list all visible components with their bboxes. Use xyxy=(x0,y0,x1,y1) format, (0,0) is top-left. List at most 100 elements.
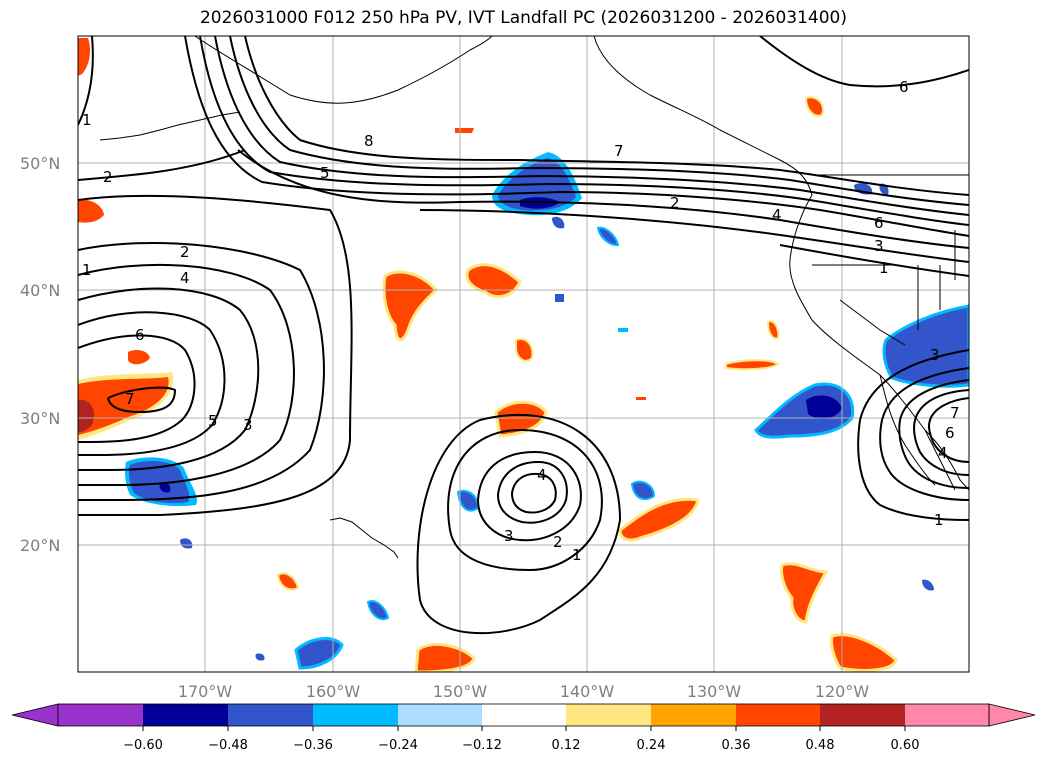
positive-anomaly-central2 xyxy=(465,263,522,299)
positive-anomaly-ne-small xyxy=(804,96,824,117)
negative-anomaly-south1 xyxy=(294,637,344,670)
north-contour-2 xyxy=(78,149,246,181)
positive-anomaly-small1 xyxy=(128,350,150,365)
colorbar-bin xyxy=(566,704,651,726)
colorbar-bin xyxy=(482,704,566,726)
positive-anomaly-central4 xyxy=(494,400,548,438)
positive-anomaly-central5 xyxy=(618,497,700,542)
colorbar-extend-high xyxy=(988,703,1036,727)
contour-label: 3 xyxy=(243,416,253,434)
positive-anomaly-east2 xyxy=(766,320,780,340)
positive-anomaly-small-dot xyxy=(455,128,474,133)
aleutian-islands xyxy=(99,111,241,141)
positive-anomaly-nw-corner xyxy=(78,38,90,76)
pc-shading xyxy=(78,38,969,672)
positive-anomaly-south1 xyxy=(414,643,476,672)
negative-anomaly-small2 xyxy=(596,226,620,247)
gridlines xyxy=(78,36,969,672)
contour-label: 8 xyxy=(364,132,374,150)
colorbar-label: 0.12 xyxy=(552,738,581,753)
colorbar-bin xyxy=(143,704,228,726)
contour-label: 7 xyxy=(950,404,960,422)
contour-label: 2 xyxy=(103,168,113,186)
lat-label-20n: 20°N xyxy=(20,536,60,555)
longitude-labels: 170°W 160°W 150°W 140°W 130°W 120°W xyxy=(178,682,870,701)
positive-anomaly-west-mid xyxy=(78,199,104,223)
latitude-labels: 50°N 40°N 30°N 20°N xyxy=(20,154,60,555)
lon-label-140w: 140°W xyxy=(560,682,615,701)
central-low-5 xyxy=(510,472,557,514)
ne-contour xyxy=(759,36,969,88)
colorbar-bin xyxy=(58,704,143,726)
negative-anomaly-small5 xyxy=(180,538,193,549)
contour-label: 2 xyxy=(670,194,680,212)
contour-label: 3 xyxy=(504,527,514,545)
positive-anomaly-se2 xyxy=(830,633,898,672)
colorbar-bin xyxy=(820,704,905,726)
se-low-2 xyxy=(879,367,969,501)
lon-label-170w: 170°W xyxy=(178,682,233,701)
map-title: 2026031000 F012 250 hPa PV, IVT Landfall… xyxy=(199,8,847,28)
negative-anomaly-small3 xyxy=(555,294,564,302)
state-border3 xyxy=(839,299,906,346)
contour-label: 1 xyxy=(934,511,944,529)
negative-anomaly-small6 xyxy=(255,653,265,661)
contour-label: 4 xyxy=(772,206,782,224)
colorbar-bin xyxy=(905,704,989,726)
colorbar-label: −0.36 xyxy=(293,738,333,753)
west-low-contour-1 xyxy=(78,194,353,517)
contour-label: 1 xyxy=(572,546,582,564)
contour-label: 4 xyxy=(537,466,547,484)
colorbar-label: 0.36 xyxy=(722,738,751,753)
contour-label: 6 xyxy=(945,424,955,442)
alaska-coast xyxy=(194,36,493,104)
negative-anomaly-small1 xyxy=(552,216,565,229)
jet-contour-5 xyxy=(184,36,969,237)
jet-contour-7 xyxy=(419,209,969,263)
contour-label: 7 xyxy=(125,390,135,408)
contour-label: 4 xyxy=(180,269,190,287)
pv-contours xyxy=(78,36,969,635)
contour-label: 3 xyxy=(874,237,884,255)
negative-anomaly-south2 xyxy=(366,600,390,621)
coastlines xyxy=(99,36,969,559)
colorbar: −0.60 −0.48 −0.36 −0.24 −0.12 0.12 0.24 … xyxy=(11,703,1036,753)
jet-contour-3 xyxy=(214,36,969,216)
colorbar-label: 0.24 xyxy=(637,738,666,753)
positive-anomaly-south2 xyxy=(276,572,300,591)
lat-label-50n: 50°N xyxy=(20,154,60,173)
contour-label: 4 xyxy=(938,444,948,462)
lon-label-160w: 160°W xyxy=(306,682,361,701)
contour-label: 5 xyxy=(208,412,218,430)
baja-california xyxy=(879,374,936,486)
north-contour xyxy=(78,36,94,126)
contour-label: 3 xyxy=(930,346,940,364)
colorbar-label: 0.48 xyxy=(806,738,835,753)
positive-anomaly-central1 xyxy=(382,270,439,341)
contour-labels: 2 2 4 6 7 5 3 1 8 5 7 2 4 6 3 1 4 3 2 1 … xyxy=(82,78,960,564)
contour-label: 6 xyxy=(874,214,884,232)
negative-anomaly-small7 xyxy=(922,579,934,591)
central-low-3 xyxy=(476,450,582,542)
colorbar-label: −0.12 xyxy=(462,738,502,753)
colorbar-extend-low xyxy=(11,703,59,727)
west-low-contour-2 xyxy=(78,241,325,501)
colorbar-label: −0.48 xyxy=(208,738,248,753)
positive-anomaly-small2 xyxy=(636,397,646,400)
colorbar-label: −0.60 xyxy=(123,738,163,753)
contour-label: 1 xyxy=(879,259,889,277)
se-low-1 xyxy=(857,349,969,521)
se-low-3 xyxy=(898,379,969,489)
lon-label-120w: 120°W xyxy=(815,682,870,701)
jet-contour-6 xyxy=(237,149,969,249)
positive-anomaly-central3 xyxy=(515,338,534,362)
jet-contour-8 xyxy=(779,244,969,277)
west-low-contour-5 xyxy=(78,311,226,456)
lat-label-30n: 30°N xyxy=(20,409,60,428)
jet-contour-4 xyxy=(199,36,969,226)
central-low-2 xyxy=(447,428,603,572)
jet-contour-2 xyxy=(229,36,969,206)
colorbar-bin xyxy=(736,704,820,726)
se-low-5 xyxy=(928,397,969,463)
lon-label-130w: 130°W xyxy=(687,682,742,701)
